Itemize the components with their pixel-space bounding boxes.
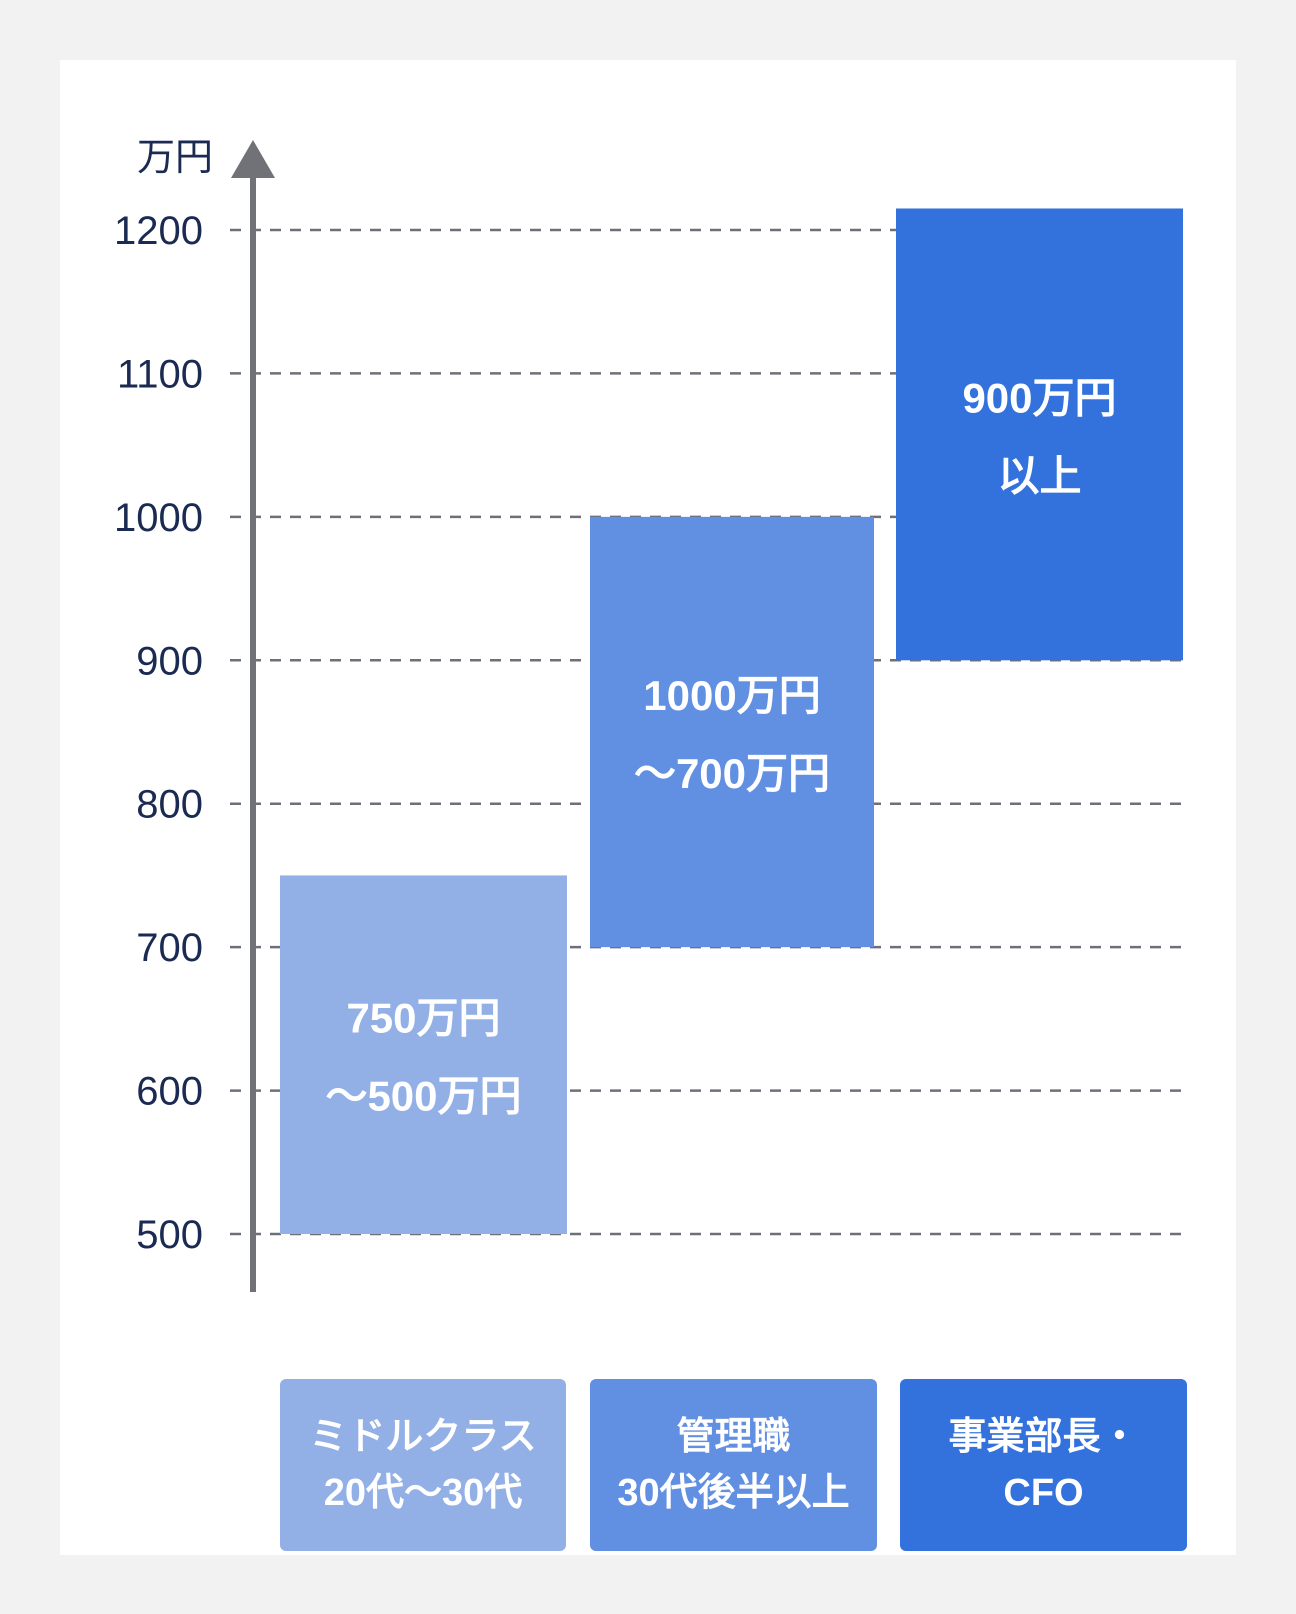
bar-value-label-line2-1: 〜700万円: [634, 750, 830, 797]
y-tick-label-1000: 1000: [114, 496, 203, 540]
category-label-line2: 30代後半以上: [617, 1472, 850, 1514]
y-tick-labels: 500 600 700 800 900 1000 1100 1200 万円: [114, 137, 213, 1257]
category-label-manager: 管理職 30代後半以上: [590, 1379, 877, 1551]
y-axis: [231, 140, 275, 1292]
category-label-line1: ミドルクラス: [309, 1416, 537, 1458]
y-tick-label-1200: 1200: [114, 209, 203, 253]
bar-value-label-line1-2: 900万円: [962, 374, 1116, 421]
y-tick-label-500: 500: [136, 1213, 203, 1257]
bar-value-label-line1-0: 750万円: [346, 995, 500, 1042]
bar-value-label-line2-0: 〜500万円: [325, 1073, 521, 1120]
range-bar-1: [590, 516, 874, 948]
y-axis-unit-label: 万円: [137, 137, 213, 179]
y-tick-label-700: 700: [136, 926, 203, 970]
y-tick-label-900: 900: [136, 639, 203, 683]
bar-value-label-line2-2: 以上: [997, 452, 1081, 499]
range-bar-2: [896, 208, 1183, 661]
y-axis-arrow-icon: [231, 140, 275, 178]
y-tick-label-800: 800: [136, 783, 203, 827]
category-label-line2: 20代〜30代: [323, 1472, 523, 1514]
category-label-line1: 管理職: [676, 1416, 791, 1458]
category-label-line2: CFO: [1003, 1472, 1084, 1514]
category-label-line1: 事業部長・: [948, 1416, 1139, 1458]
category-label-division-head-cfo: 事業部長・ CFO: [900, 1379, 1187, 1551]
chart-canvas: 750万円 〜500万円 1000万円 〜700万円 900万円 以上 500 600 700…: [60, 60, 1236, 1555]
category-label-middle-class: ミドルクラス 20代〜30代: [280, 1379, 566, 1551]
y-tick-label-1100: 1100: [117, 352, 203, 396]
bar-value-label-line1-1: 1000万円: [643, 672, 820, 719]
y-tick-label-600: 600: [136, 1070, 203, 1114]
range-bar-0: [280, 875, 567, 1234]
